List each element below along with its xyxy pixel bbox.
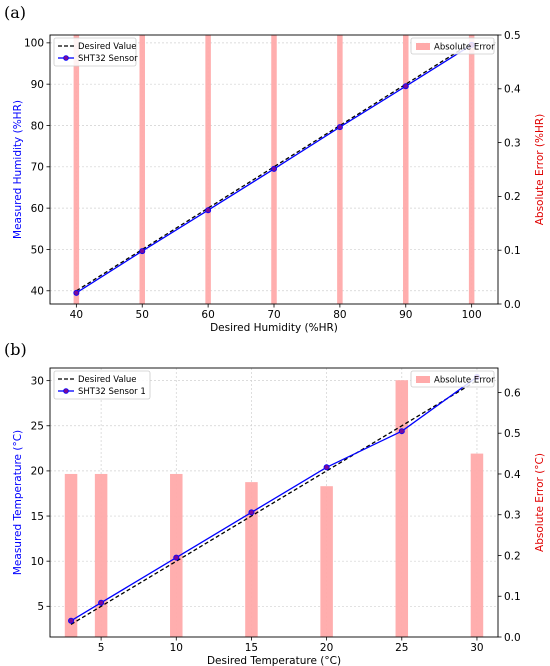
x-tick-label: 30 — [470, 642, 483, 654]
sensor-point — [205, 207, 212, 214]
y-tick-label-right: 0.3 — [504, 137, 521, 149]
y-tick-label-left: 40 — [31, 286, 44, 298]
y-tick-label-left: 70 — [31, 162, 44, 174]
sensor-point — [336, 124, 343, 131]
legend-swatch — [416, 376, 430, 383]
y-tick-label-left: 5 — [37, 601, 44, 613]
sensor-point — [402, 83, 409, 90]
legend-left: Desired Value SHT32 Sensor 1 — [53, 370, 151, 400]
x-tick-label: 15 — [245, 642, 258, 654]
y-tick-label-right: 0.6 — [504, 387, 521, 399]
error-bar — [320, 486, 333, 637]
panel-label: (a) — [4, 3, 26, 22]
y-tick-label-left: 30 — [31, 375, 44, 387]
y-tick-label-right: 0.0 — [504, 299, 521, 311]
chart-panel-b: (b) 5 10 15 20 25 30 5 10 15 20 25 30 0.0 0.1 0.2 0.3 0.4… — [4, 340, 546, 666]
y-tick-label-left: 50 — [31, 244, 44, 256]
y-tick-label-left: 60 — [31, 203, 44, 215]
error-bar — [94, 473, 108, 637]
x-tick-label: 100 — [462, 309, 482, 321]
panel-label: (b) — [4, 340, 27, 359]
y-tick-label-right: 0.0 — [504, 632, 521, 644]
y-tick-label-left: 80 — [31, 120, 44, 132]
sensor-point — [398, 428, 405, 435]
sensor-point — [248, 509, 255, 516]
x-axis-label: Desired Humidity (%HR) — [210, 322, 338, 334]
legend-left: Desired Value SHT32 Sensor — [53, 37, 138, 67]
error-bar — [337, 35, 343, 304]
y-tick-label-left: 10 — [31, 556, 44, 568]
error-bar — [205, 35, 211, 304]
error-bar — [403, 35, 409, 304]
sensor-point — [139, 248, 146, 255]
sensor-point — [73, 289, 80, 296]
x-tick-label: 90 — [399, 309, 412, 321]
legend-box — [53, 37, 137, 67]
x-tick-label: 20 — [320, 642, 333, 654]
legend-label: Absolute Error — [434, 376, 495, 386]
error-bar — [468, 35, 475, 304]
error-bar — [73, 35, 80, 304]
legend-label: Desired Value — [78, 42, 137, 52]
x-tick-label: 5 — [98, 642, 105, 654]
y-tick-label-left: 20 — [31, 466, 44, 478]
legend-label: Desired Value — [78, 375, 137, 385]
y-tick-label-left: 15 — [31, 511, 44, 523]
y-axis-label-left: Measured Temperature (°C) — [12, 430, 24, 575]
x-tick-label: 80 — [333, 309, 346, 321]
legend-right: Absolute Error — [410, 37, 495, 55]
axes-frame — [49, 367, 499, 638]
sensor-point — [98, 599, 105, 606]
error-bar — [64, 473, 78, 637]
x-tick-label: 25 — [395, 642, 408, 654]
x-tick-label: 40 — [70, 309, 83, 321]
y-tick-label-right: 0.1 — [504, 245, 521, 257]
error-bar — [470, 453, 484, 637]
legend-label: Absolute Error — [434, 43, 495, 53]
y-tick-label-right: 0.2 — [504, 550, 521, 562]
error-bar — [245, 482, 258, 637]
legend-label: SHT32 Sensor 1 — [78, 387, 146, 397]
y-tick-label-left: 90 — [31, 79, 44, 91]
y-tick-label-right: 0.1 — [504, 591, 521, 603]
legend-marker — [63, 388, 69, 394]
y-tick-label-right: 0.2 — [504, 191, 521, 203]
chart-panel-a: (a) 40 50 60 70 80 90 100 40 50 60 70 80 90 100 0.0 0.1 0… — [4, 3, 546, 334]
x-tick-label: 10 — [170, 642, 183, 654]
y-tick-label-right: 0.4 — [504, 469, 521, 481]
x-axis-label: Desired Temperature (°C) — [207, 655, 341, 666]
sensor-point — [68, 617, 75, 624]
y-axis-label-left: Measured Humidity (%HR) — [12, 100, 24, 239]
legend-label: SHT32 Sensor — [78, 54, 138, 64]
sensor-point — [270, 165, 277, 172]
legend-right: Absolute Error — [410, 370, 495, 388]
legend-marker — [63, 55, 69, 61]
legend-box — [410, 37, 495, 55]
y-tick-label-right: 0.5 — [504, 428, 521, 440]
x-tick-label: 60 — [201, 309, 214, 321]
sensor-point — [323, 464, 330, 471]
y-axis-label-right: Absolute Error (%HR) — [534, 114, 546, 226]
sensor-point — [173, 554, 180, 561]
y-tick-label-right: 0.5 — [504, 30, 521, 42]
legend-swatch — [416, 43, 430, 50]
desired-value-line — [70, 380, 478, 625]
y-axis-label-right: Absolute Error (°C) — [534, 453, 546, 552]
legend-box — [410, 370, 495, 388]
error-bar — [395, 380, 409, 637]
x-tick-label: 70 — [267, 309, 280, 321]
y-tick-label-right: 0.4 — [504, 84, 521, 96]
y-tick-label-left: 25 — [31, 421, 44, 433]
error-bar — [139, 35, 145, 304]
y-tick-label-right: 0.3 — [504, 510, 521, 522]
x-tick-label: 50 — [136, 309, 149, 321]
legend-box — [53, 370, 151, 400]
y-tick-label-left: 100 — [24, 38, 44, 50]
